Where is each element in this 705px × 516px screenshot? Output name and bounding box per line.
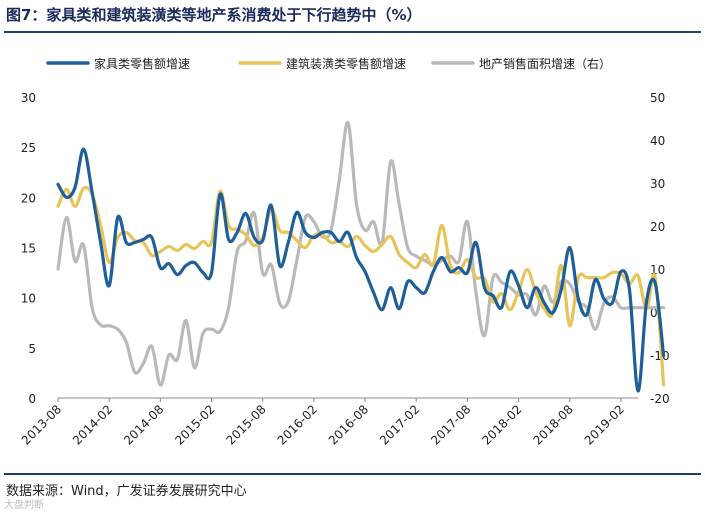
x-tick-label: 2016-02	[275, 402, 320, 447]
x-tick-label: 2014-02	[70, 402, 115, 447]
left-tick-label: 0	[28, 392, 36, 406]
x-tick-label: 2017-02	[377, 402, 422, 447]
x-tick-label: 2013-08	[19, 402, 64, 447]
x-tick-label: 2015-08	[223, 402, 268, 447]
x-tick-label: 2016-08	[326, 402, 371, 447]
series-lines	[56, 121, 666, 393]
x-tick-label: 2018-02	[479, 402, 524, 447]
x-tick-label: 2017-08	[428, 402, 473, 447]
legend-label-2: 地产销售面积增速（右）	[479, 56, 611, 71]
x-tick-label: 2015-02	[172, 402, 217, 447]
chart-legend: 家具类零售额增速 建筑装潢类零售额增速 地产销售面积增速（右）	[46, 56, 611, 71]
right-tick-label: 20	[650, 220, 665, 234]
series-line-0	[56, 147, 666, 393]
x-tick-label: 2019-02	[582, 402, 627, 447]
left-tick-label: 10	[21, 292, 36, 306]
source-note: 数据来源：Wind，广发证券发展研究中心	[6, 484, 247, 499]
right-tick-label: 50	[650, 91, 665, 105]
watermark: 大盘判断	[4, 500, 44, 511]
left-tick-label: 25	[21, 141, 36, 155]
source-rule	[4, 473, 701, 475]
series-line-1	[56, 185, 666, 387]
left-tick-label: 30	[21, 91, 36, 105]
title-rule	[4, 31, 701, 33]
left-tick-label: 5	[28, 342, 36, 356]
right-tick-label: 0	[650, 306, 658, 320]
left-tick-label: 20	[21, 191, 36, 205]
right-tick-label: 30	[650, 177, 665, 191]
legend-label-1: 建筑装潢类零售额增速	[286, 56, 406, 71]
chart-title: 图7：家具类和建筑装潢类等地产系消费处于下行趋势中（%）	[6, 6, 422, 24]
x-tick-label: 2018-08	[531, 402, 576, 447]
x-tick-label: 2014-08	[121, 402, 166, 447]
legend-label-0: 家具类零售额增速	[94, 56, 190, 71]
left-tick-label: 15	[21, 242, 36, 256]
right-tick-label: -20	[650, 392, 670, 406]
left-axis-ticks: 0 5 10 15 20 25 30	[21, 91, 36, 406]
right-tick-label: 40	[650, 134, 665, 148]
x-axis-ticks: 2013-08 2014-02 2014-08 2015-02 2015-08 2016-…	[19, 398, 627, 448]
